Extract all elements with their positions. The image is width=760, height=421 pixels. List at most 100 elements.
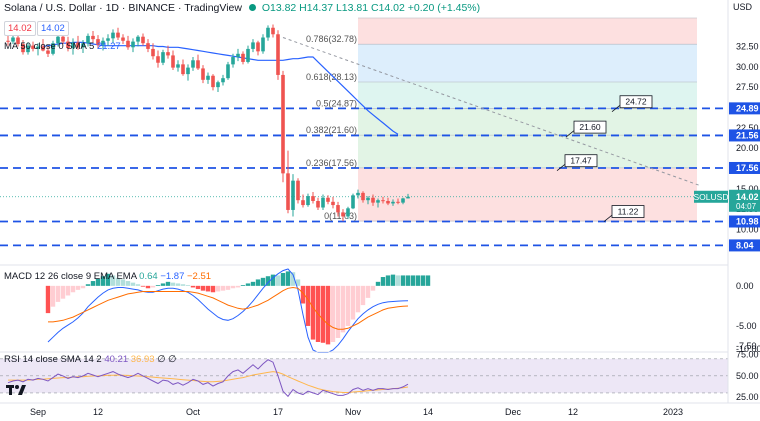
candle-body bbox=[111, 32, 115, 39]
fib-zone bbox=[358, 18, 697, 45]
callout-value: 24.72 bbox=[625, 97, 647, 107]
candle-body bbox=[396, 201, 400, 203]
macd-tick-label: -7.50 bbox=[736, 341, 757, 351]
last-price-text: 14.02 bbox=[736, 192, 759, 202]
candle-body bbox=[236, 53, 240, 58]
level-price-badge bbox=[729, 239, 760, 252]
candle-body bbox=[296, 180, 300, 201]
macd-histogram-bar bbox=[395, 275, 401, 286]
candle-body bbox=[316, 201, 320, 208]
rsi-legend[interactable]: RSI 14 close SMA 14 2 40.21 36.93 ∅ ∅ bbox=[4, 354, 176, 365]
callout-box bbox=[573, 120, 607, 134]
candle-body bbox=[336, 205, 340, 213]
tradingview-logo-icon bbox=[6, 383, 26, 395]
callout-value: 11.22 bbox=[618, 207, 639, 217]
macd-histogram-bar bbox=[50, 285, 56, 307]
macd-histogram-bar bbox=[115, 277, 121, 286]
macd-tick-label: 0.00 bbox=[736, 281, 754, 291]
macd-histogram-bar bbox=[330, 285, 336, 342]
macd-histogram-bar bbox=[215, 285, 221, 292]
time-tick-label: 14 bbox=[423, 407, 433, 417]
candle-body bbox=[326, 197, 330, 202]
macd-histogram-bar bbox=[405, 275, 411, 286]
candle-body bbox=[266, 27, 270, 38]
macd-histogram-bar bbox=[195, 285, 201, 290]
candle-body bbox=[156, 56, 160, 63]
candle-body bbox=[136, 36, 140, 42]
candle-body bbox=[71, 42, 75, 49]
fib-label: 0.236(17.56) bbox=[306, 158, 357, 168]
candle-body bbox=[176, 64, 180, 68]
macd-legend-label: MACD 12 26 close 9 EMA EMA bbox=[4, 271, 137, 282]
macd-histogram-bar bbox=[370, 285, 376, 291]
time-tick-label: 2023 bbox=[663, 407, 683, 417]
macd-histogram-bar bbox=[400, 275, 406, 286]
macd-line bbox=[47, 268, 409, 353]
candle-body bbox=[276, 34, 280, 75]
fib-label: 0(11.03) bbox=[324, 211, 357, 221]
candle-body bbox=[331, 201, 335, 206]
candle-body bbox=[146, 43, 150, 49]
macd-histogram-bar bbox=[185, 285, 191, 286]
macd-histogram-bar bbox=[90, 281, 96, 286]
time-tick-label: Nov bbox=[345, 407, 362, 417]
candle-body bbox=[256, 42, 260, 52]
rsi-line bbox=[7, 359, 409, 398]
candle-body bbox=[26, 45, 30, 53]
ma-legend[interactable]: MA 50 close 0 SMA 5 21.27 bbox=[4, 41, 121, 52]
rsi-tick-label: 50.00 bbox=[736, 371, 759, 381]
macd-line-value: −1.87 bbox=[160, 271, 185, 282]
symbol-title[interactable]: Solana / U.S. Dollar bbox=[4, 2, 97, 14]
fib-label: 0.618(28.13) bbox=[306, 72, 357, 82]
candle-body bbox=[216, 82, 220, 88]
symbol-badge bbox=[694, 190, 728, 203]
macd-histogram-bar bbox=[310, 285, 316, 340]
macd-histogram-bar bbox=[125, 281, 131, 286]
level-price-text: 24.89 bbox=[736, 103, 759, 113]
price-tick-label: 32.50 bbox=[736, 41, 759, 51]
macd-histogram-bar bbox=[300, 285, 306, 304]
rsi-ma-value: 36.93 bbox=[130, 354, 155, 365]
candle-body bbox=[311, 196, 315, 201]
macd-histogram-bar bbox=[70, 285, 76, 293]
macd-histogram-bar bbox=[270, 274, 276, 286]
macd-histogram-bar bbox=[245, 283, 251, 286]
candle-body bbox=[116, 32, 120, 38]
price-tick-label: 22.50 bbox=[736, 123, 759, 133]
price-tick-label: 10.00 bbox=[736, 224, 759, 234]
macd-histogram-bar bbox=[285, 271, 291, 286]
macd-legend[interactable]: MACD 12 26 close 9 EMA EMA 0.64 −1.87 −2… bbox=[4, 271, 211, 282]
macd-tick-label: -10.00 bbox=[736, 344, 760, 354]
time-axis: Sep 12 Oct 17 Nov 14 Dec 12 2023 bbox=[0, 402, 760, 421]
candle-body bbox=[391, 201, 395, 204]
level-price-badge bbox=[729, 215, 760, 228]
candle-body bbox=[76, 42, 80, 48]
candle-body bbox=[36, 46, 40, 49]
candle-body bbox=[51, 43, 55, 54]
macd-histogram-bar bbox=[165, 281, 171, 286]
candle-body bbox=[261, 37, 265, 52]
macd-histogram-bar bbox=[345, 285, 351, 326]
time-tick-label: Sep bbox=[30, 407, 46, 417]
candle-body bbox=[31, 45, 35, 49]
fib-label: 0.382(21.60) bbox=[306, 125, 357, 135]
buy-button[interactable]: 14.02 bbox=[37, 21, 69, 36]
candle-body bbox=[361, 192, 365, 201]
macd-histogram-bar bbox=[425, 275, 431, 286]
macd-pane bbox=[0, 264, 728, 353]
candle-body bbox=[91, 35, 95, 40]
time-tick-label: 12 bbox=[568, 407, 578, 417]
level-price-badge bbox=[729, 129, 760, 142]
sell-button[interactable]: 14.02 bbox=[4, 21, 36, 36]
candle-body bbox=[231, 57, 235, 65]
price-callouts: 24.72 21.60 17.47 11.22 bbox=[556, 95, 653, 222]
candle-body bbox=[351, 195, 355, 209]
macd-histogram-bar bbox=[275, 275, 281, 286]
candle-body bbox=[101, 40, 105, 45]
macd-histogram-bar bbox=[140, 285, 146, 287]
interval-label[interactable]: 1D bbox=[105, 2, 119, 14]
macd-histogram-bar bbox=[255, 279, 261, 286]
candle-body bbox=[321, 197, 325, 208]
level-price-badge bbox=[729, 161, 760, 174]
